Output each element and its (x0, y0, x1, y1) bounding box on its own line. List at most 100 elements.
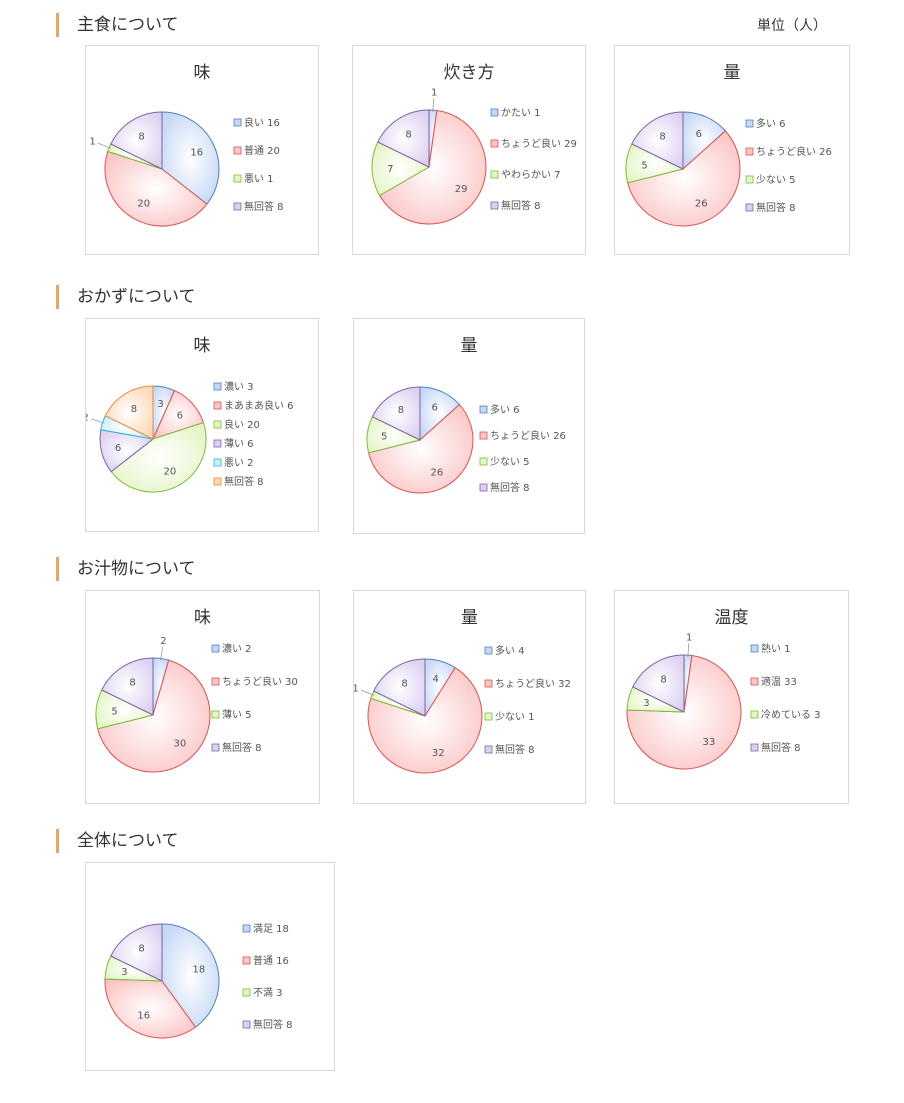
legend-swatch (242, 924, 251, 933)
leader-line (97, 142, 112, 149)
chart-soup-temperature: 温度 1 熱い 1 33 適温 33 3 冷めている 3 8 無回答 8 (614, 590, 849, 804)
pie-slice-6 (104, 385, 154, 440)
data-label: 26 (695, 199, 708, 210)
data-label: 16 (137, 1011, 150, 1022)
chart-title: 炊き方 (444, 63, 495, 83)
legend-label: 少ない 1 (495, 711, 535, 723)
legend-label: 薄い 5 (222, 708, 252, 721)
pie-slice-1 (161, 923, 220, 1028)
legend-label: 無回答 8 (224, 475, 264, 488)
legend-swatch (213, 477, 222, 486)
data-label: 18 (193, 965, 206, 976)
legend-swatch (745, 147, 754, 156)
legend-label: ちょうど良い 30 (222, 675, 298, 688)
pie-chart-svg: 温度 1 熱い 1 33 適温 33 3 冷めている 3 8 無回答 8 (626, 608, 821, 770)
legend-label: 少ない 5 (490, 456, 530, 468)
data-label: 5 (381, 432, 387, 443)
legend-label: 満足 18 (253, 923, 289, 935)
legend-swatch (479, 431, 488, 440)
legend-swatch (211, 710, 220, 719)
data-label: 8 (131, 404, 137, 415)
unit-label: 単位（人） (757, 18, 827, 34)
data-label: 8 (660, 675, 666, 686)
data-label: 1 (89, 136, 95, 147)
legend-swatch (745, 175, 754, 184)
chart-title: 温度 (715, 608, 749, 628)
legend-label: かたい 1 (501, 107, 541, 119)
chart-title: 量 (724, 63, 741, 83)
chart-staple-amount: 量 6 多い 6 26 ちょうど良い 26 5 少ない 5 8 無回答 8 (614, 45, 850, 255)
section-title-overall: 全体について (56, 829, 179, 853)
legend-swatch (211, 743, 220, 752)
legend-label: 無回答 8 (490, 481, 530, 494)
chart-title: 味 (194, 336, 211, 356)
leader-line (687, 643, 690, 658)
data-label: 16 (190, 148, 203, 159)
pie-slice-4 (101, 657, 154, 716)
leader-line (432, 98, 435, 113)
legend-label: 悪い 1 (244, 173, 274, 185)
data-label: 7 (387, 164, 393, 175)
legend-label: 不満 3 (253, 987, 283, 999)
legend-label: ちょうど良い 32 (495, 677, 571, 690)
legend-label: やわらかい 7 (501, 169, 561, 181)
legend-swatch (484, 745, 493, 754)
data-label: 3 (643, 698, 649, 709)
legend-label: 多い 6 (490, 403, 520, 416)
pie-slice-4 (373, 658, 426, 717)
legend-label: 無回答 8 (253, 1018, 293, 1031)
legend-swatch (479, 483, 488, 492)
data-label: 20 (137, 199, 150, 210)
legend-swatch (490, 108, 499, 117)
legend-swatch (750, 710, 759, 719)
section-title-staple: 主食について (56, 13, 179, 37)
data-label: 5 (111, 706, 117, 717)
data-label: 6 (177, 410, 183, 421)
data-label: 4 (433, 674, 439, 685)
legend-label: 冷めている 3 (761, 708, 821, 721)
section-title-side: おかずについて (56, 285, 196, 309)
data-label: 8 (138, 944, 144, 955)
legend-swatch (213, 401, 222, 410)
data-label: 2 (86, 413, 89, 424)
chart-staple-cooking: 炊き方 1 かたい 1 29 ちょうど良い 29 7 やわらかい 7 8 無回答 8 (352, 45, 586, 255)
legend-label: 無回答 8 (222, 741, 262, 754)
legend-label: 濃い 3 (224, 380, 254, 393)
legend-swatch (484, 646, 493, 655)
pie-chart-svg: 味 16 良い 16 20 普通 20 1 悪い 1 8 無回答 8 (89, 63, 284, 227)
legend-label: 良い 16 (244, 116, 280, 129)
data-label: 3 (157, 399, 163, 410)
legend-label: まあまあ良い 6 (224, 399, 294, 412)
data-label: 1 (431, 88, 437, 99)
data-label: 6 (115, 443, 121, 454)
legend-swatch (242, 956, 251, 965)
legend-swatch (479, 457, 488, 466)
pie-chart-svg: 炊き方 1 かたい 1 29 ちょうど良い 29 7 やわらかい 7 8 無回答 8 (371, 63, 577, 225)
legend-label: ちょうど良い 26 (756, 145, 832, 158)
pie-slice-4 (632, 654, 685, 713)
legend-label: 濃い 2 (222, 642, 252, 655)
pie-slice-4 (631, 111, 684, 170)
legend-swatch (750, 743, 759, 752)
leader-line (160, 646, 163, 661)
legend-swatch (750, 644, 759, 653)
data-label: 8 (129, 678, 135, 689)
data-label: 20 (164, 466, 177, 477)
chart-title: 量 (461, 608, 478, 628)
legend-swatch (484, 712, 493, 721)
legend-label: 無回答 8 (244, 200, 284, 213)
legend-swatch (484, 679, 493, 688)
data-label: 30 (174, 738, 187, 749)
legend-swatch (479, 405, 488, 414)
legend-swatch (745, 203, 754, 212)
pie-slice-2 (378, 109, 487, 225)
pie-slice-2 (104, 978, 197, 1039)
data-label: 6 (696, 129, 702, 140)
legend-swatch (490, 139, 499, 148)
legend-label: 無回答 8 (495, 743, 535, 756)
legend-label: 無回答 8 (761, 741, 801, 754)
legend-label: ちょうど良い 26 (490, 429, 566, 442)
pie-slice-4 (371, 386, 421, 441)
pie-slice-2 (627, 130, 741, 227)
legend-swatch (242, 1020, 251, 1029)
